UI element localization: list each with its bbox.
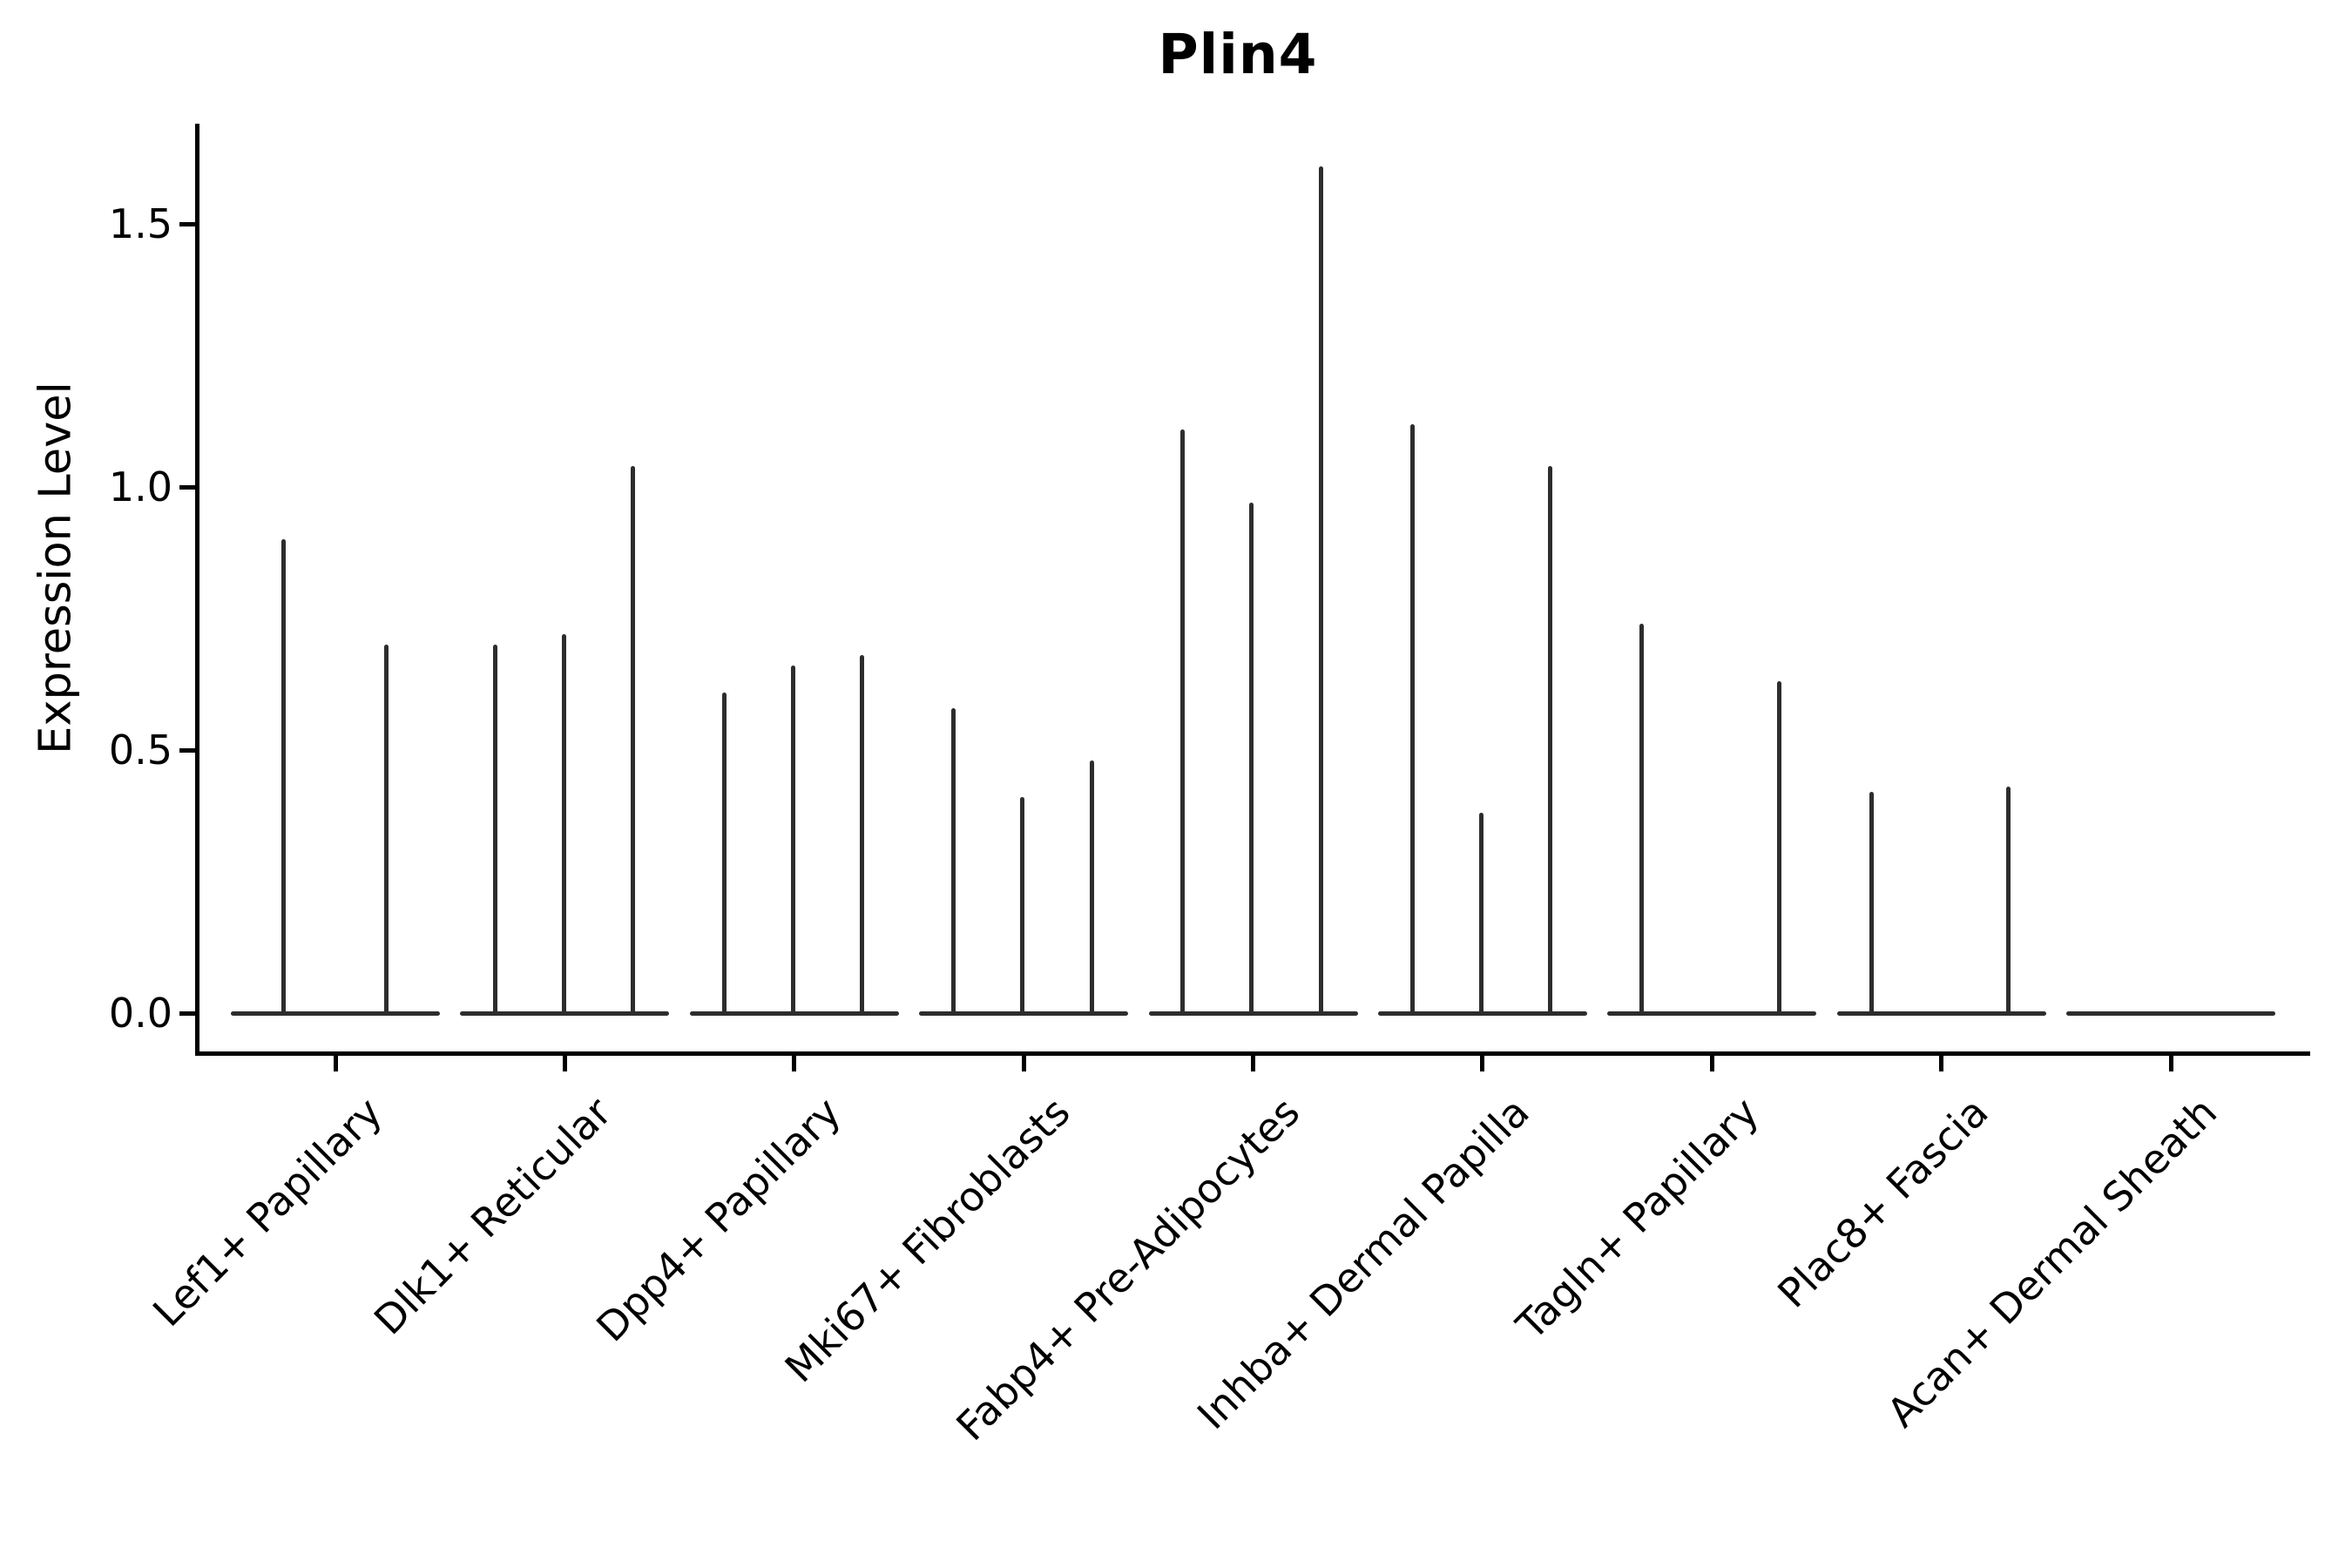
violin-spike — [722, 692, 727, 1013]
violin-spike — [1869, 792, 1874, 1013]
violin-spike — [1776, 681, 1781, 1013]
y-tick-label: 1.5 — [108, 200, 172, 247]
violin-spike — [1089, 760, 1094, 1013]
violin-baseline — [1607, 1010, 1817, 1016]
violin-spike — [1478, 813, 1484, 1013]
x-axis-spine — [194, 1051, 2310, 1056]
x-tick — [1021, 1055, 1026, 1071]
violin-baseline — [1377, 1010, 1587, 1016]
violin-baseline — [460, 1010, 670, 1016]
violin-spike — [791, 666, 796, 1013]
y-tick — [179, 221, 195, 226]
y-tick — [179, 1010, 195, 1016]
violin-spike — [1180, 429, 1186, 1013]
x-tick-label: Lef1+ Papillary — [143, 1088, 391, 1336]
x-tick — [1709, 1055, 1714, 1071]
x-tick — [562, 1055, 567, 1071]
violin-baseline — [2066, 1010, 2275, 1016]
violin-spike — [1318, 166, 1323, 1013]
y-tick — [179, 747, 195, 753]
violin-baseline — [919, 1010, 1129, 1016]
violin-baseline — [689, 1010, 899, 1016]
chart-title: Plin4 — [1158, 23, 1318, 86]
x-tick — [1939, 1055, 1944, 1071]
x-tick — [792, 1055, 797, 1071]
y-tick-label: 0.0 — [108, 990, 172, 1037]
y-axis-label-text: Expression Level — [30, 382, 82, 754]
y-tick-label: 1.0 — [108, 463, 172, 510]
y-tick-label: 0.5 — [108, 727, 172, 774]
x-tick — [2168, 1055, 2173, 1071]
violin-spike — [384, 645, 389, 1013]
violin-spike — [1639, 624, 1645, 1013]
violin-spike — [1020, 797, 1025, 1013]
x-tick — [1480, 1055, 1485, 1071]
violin-spike — [493, 645, 498, 1013]
y-tick — [179, 484, 195, 490]
x-tick-label: Dlk1+ Reticular — [364, 1088, 620, 1344]
violin-spike — [561, 634, 566, 1013]
violin-spike — [1410, 423, 1416, 1013]
violin-spike — [951, 707, 956, 1013]
y-axis-spine — [194, 124, 199, 1056]
violin-spike — [280, 539, 286, 1013]
violin-baseline — [1836, 1010, 2046, 1016]
violin-spike — [859, 655, 864, 1013]
violin-spike — [2006, 787, 2011, 1013]
violin-spike — [1249, 503, 1254, 1013]
x-tick-label: Dpp4+ Papillary — [587, 1088, 850, 1351]
violin-baseline — [231, 1010, 440, 1016]
x-tick — [1251, 1055, 1255, 1071]
violin-spike — [631, 465, 636, 1013]
violin-baseline — [1148, 1010, 1358, 1016]
violin-spike — [1547, 465, 1552, 1013]
x-tick-label: Tagln+ Papillary — [1506, 1088, 1767, 1349]
x-tick — [333, 1055, 338, 1071]
x-tick-label: Plac8+ Fascia — [1767, 1088, 1997, 1317]
